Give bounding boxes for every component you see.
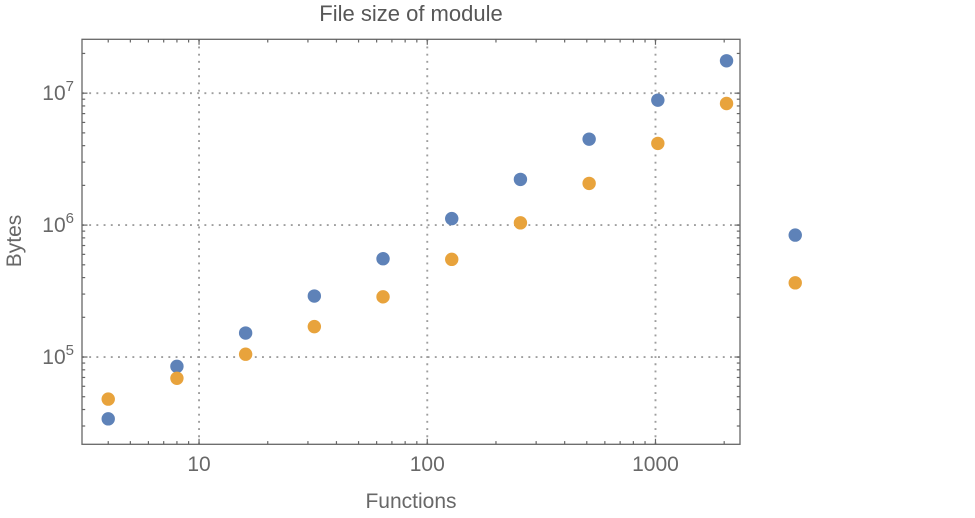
data-point-series-1-blue [170, 359, 184, 374]
tick-labels-layer: 10 100 1000 105 106 107 [42, 78, 679, 476]
y-tick-label: 106 [42, 210, 74, 237]
data-point-series-2-orange [238, 347, 253, 361]
data-point-series-1-blue [582, 132, 596, 146]
y-tick-label: 105 [42, 342, 74, 369]
data-point-series-1-blue [238, 326, 253, 340]
data-point-series-2-orange [788, 276, 802, 290]
data-point-series-1-blue [445, 211, 459, 226]
data-point-series-1-blue [376, 252, 390, 266]
data-point-series-2-orange [513, 216, 528, 230]
data-point-series-2-orange [307, 319, 322, 334]
data-point-series-1-blue [513, 172, 528, 187]
ticks-layer [82, 39, 740, 445]
data-point-series-1-blue [101, 412, 115, 426]
y-tick-label: 107 [42, 78, 74, 105]
data-point-series-1-blue [719, 54, 734, 68]
x-tick-label: 100 [410, 453, 445, 476]
data-point-series-2-orange [376, 290, 390, 304]
plot-frame [81, 38, 741, 445]
x-tick-label: 1000 [632, 453, 679, 476]
data-point-series-2-orange [445, 252, 459, 267]
data-point-series-1-blue [651, 93, 665, 107]
data-point-series-2-orange [651, 136, 665, 151]
data-point-series-2-orange [719, 96, 734, 111]
data-point-series-2-orange [101, 392, 115, 406]
y-axis-label: Bytes [3, 215, 26, 268]
x-tick-label: 10 [187, 453, 210, 476]
data-point-series-1-blue [788, 228, 802, 242]
data-point-series-2-orange [582, 176, 596, 191]
data-point-series-1-blue [307, 289, 322, 303]
points-layer [101, 54, 802, 426]
chart-title: File size of module [319, 1, 502, 26]
gridlines-layer [82, 39, 740, 445]
data-point-series-2-orange [170, 371, 184, 385]
x-axis-label: Functions [365, 490, 456, 513]
